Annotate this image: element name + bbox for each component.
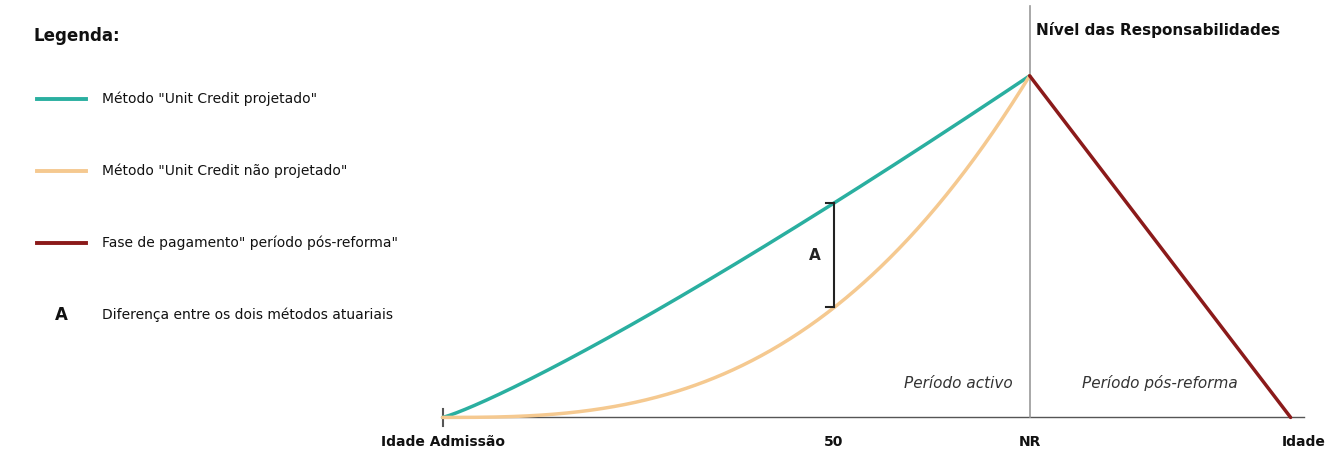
Text: Legenda:: Legenda: <box>33 27 120 45</box>
Text: Idade: Idade <box>1282 435 1326 448</box>
Text: Nível das Responsabilidades: Nível das Responsabilidades <box>1036 22 1281 39</box>
Text: Fase de pagamento" período pós-reforma": Fase de pagamento" período pós-reforma" <box>102 236 398 250</box>
Text: Método "Unit Credit não projetado": Método "Unit Credit não projetado" <box>102 164 347 178</box>
Text: Idade Admissão: Idade Admissão <box>380 435 504 448</box>
Text: A: A <box>56 306 68 324</box>
Text: Período pós-reforma: Período pós-reforma <box>1083 375 1238 391</box>
Text: A: A <box>809 248 821 263</box>
Text: Diferença entre os dois métodos atuariais: Diferença entre os dois métodos atuariai… <box>102 308 394 322</box>
Text: 50: 50 <box>825 435 843 448</box>
Text: Período activo: Período activo <box>903 376 1012 391</box>
Text: NR: NR <box>1019 435 1041 448</box>
Text: Método "Unit Credit projetado": Método "Unit Credit projetado" <box>102 92 317 106</box>
